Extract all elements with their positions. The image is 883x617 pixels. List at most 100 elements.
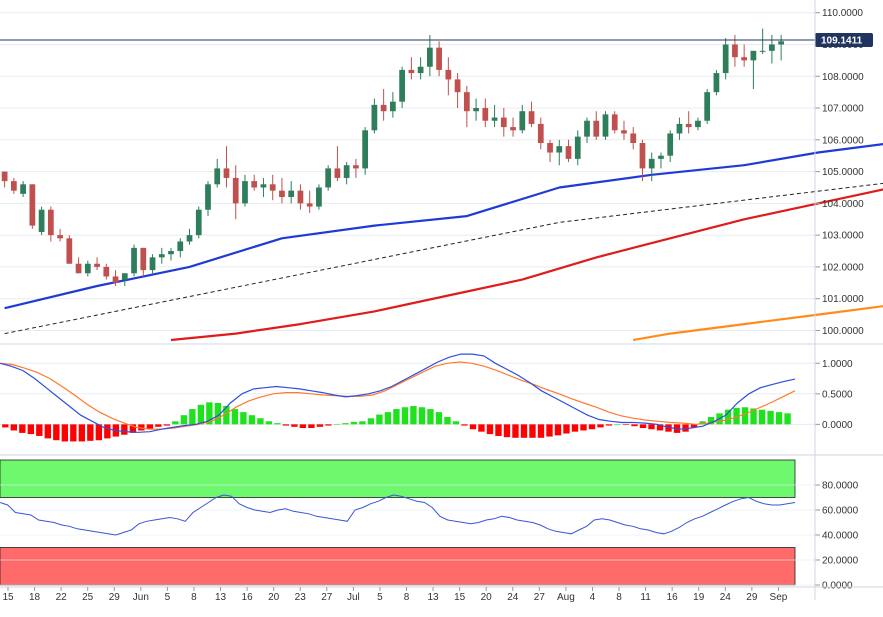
candle-body [103, 266, 110, 277]
candle [214, 158, 221, 188]
macd-histogram-bar [401, 407, 409, 425]
date-tick-label: 19 [693, 592, 705, 603]
candle [177, 238, 184, 258]
moving-averages [4, 143, 883, 342]
macd-histogram-bar [316, 424, 324, 427]
macd-histogram-bar [529, 424, 536, 438]
candle [380, 88, 387, 121]
candle [316, 184, 322, 210]
candle-body [778, 41, 784, 45]
candle-body [94, 263, 100, 267]
candle [491, 104, 498, 128]
macd-histogram-bar [605, 424, 613, 426]
date-tick-label: 16 [667, 592, 679, 603]
candle [47, 206, 54, 242]
candle-body [648, 158, 655, 169]
macd-panel[interactable]: 1.0000 0.5000 0.0000 [0, 353, 853, 442]
date-tick-label: 5 [377, 592, 383, 603]
date-tick-label: 5 [165, 592, 171, 603]
candle [1, 171, 8, 188]
candle [454, 73, 461, 109]
macd-histogram-bar [129, 424, 137, 433]
price-tick-label: 101.0000 [822, 294, 864, 305]
candle-body [399, 69, 405, 102]
macd-histogram-bar [435, 412, 443, 425]
candle [602, 111, 609, 140]
macd-histogram-bar [282, 424, 290, 426]
candle [537, 117, 544, 150]
candle [112, 270, 119, 286]
candle [593, 111, 600, 140]
sma-slow-line [633, 305, 883, 342]
price-tick-label: 107.0000 [822, 104, 864, 115]
macd-axis: 1.0000 0.5000 0.0000 [815, 359, 853, 431]
macd-histogram-bar [146, 424, 154, 429]
candle-body [84, 263, 91, 274]
candle [658, 152, 664, 169]
macd-histogram-bar [189, 409, 196, 425]
candle [399, 66, 405, 109]
candle [343, 162, 350, 185]
price-tick-label: 100.0000 [822, 326, 864, 337]
date-tick-label: 29 [746, 592, 758, 603]
rsi-oversold-zone [0, 547, 796, 586]
rsi-line-path [0, 494, 796, 536]
macd-histogram-bar [452, 421, 460, 425]
macd-histogram-bar [410, 406, 417, 425]
price-tick-label: 104.0000 [822, 199, 864, 210]
macd-histogram-bar [44, 424, 52, 439]
macd-histogram-bar [367, 418, 375, 425]
candles [1, 28, 784, 286]
candle [722, 38, 729, 80]
candle-body [574, 136, 581, 159]
rsi-grid [0, 484, 815, 586]
candle [463, 85, 470, 128]
macd-tick-label: 0.5000 [822, 389, 853, 400]
candle-body [713, 73, 720, 93]
candle [741, 44, 748, 67]
candle [94, 257, 100, 271]
rsi-tick-label: 0.0000 [822, 581, 853, 592]
candle-body [75, 263, 82, 274]
rsi-tick-label: 80.0000 [822, 481, 859, 492]
macd-line [0, 353, 796, 433]
candle [445, 57, 452, 96]
candle-body [20, 184, 26, 194]
candle [334, 146, 341, 182]
candle [547, 139, 553, 163]
candle-body [593, 120, 600, 137]
candle-body [251, 181, 258, 188]
candle [667, 130, 674, 163]
macd-histogram-bar [656, 424, 664, 431]
date-tick-label: 18 [29, 592, 41, 603]
macd-histogram-bar [121, 424, 128, 435]
candle-body [611, 114, 618, 131]
macd-histogram-bar [223, 406, 230, 425]
candle-body [500, 117, 507, 128]
candle-body [131, 247, 137, 274]
candle-body [695, 120, 701, 128]
rsi-zones [0, 459, 796, 586]
macd-histogram [2, 402, 791, 442]
macd-tick-label: 0.0000 [822, 420, 853, 431]
date-tick-label: 13 [428, 592, 440, 603]
candle-body [260, 184, 267, 188]
macd-histogram-bar [503, 424, 511, 438]
candle [66, 235, 73, 264]
macd-histogram-bar [461, 424, 468, 426]
rsi-panel[interactable]: 80.0000 60.0000 40.0000 20.0000 0.0000 [0, 459, 859, 592]
candle-body [11, 181, 17, 191]
candle-body [158, 254, 165, 258]
price-panel[interactable]: 110.0000109.0000108.0000107.0000106.0000… [0, 0, 883, 342]
candle-body [704, 92, 711, 121]
rsi-tick-label: 40.0000 [822, 531, 859, 542]
date-tick-label: 16 [242, 592, 254, 603]
candle-body [47, 209, 54, 236]
macd-histogram-bar [733, 407, 740, 425]
candle [11, 177, 17, 194]
candle [639, 139, 646, 182]
macd-histogram-bar [87, 424, 94, 441]
macd-histogram-bar [163, 424, 171, 426]
date-tick-label: Jun [133, 592, 149, 603]
